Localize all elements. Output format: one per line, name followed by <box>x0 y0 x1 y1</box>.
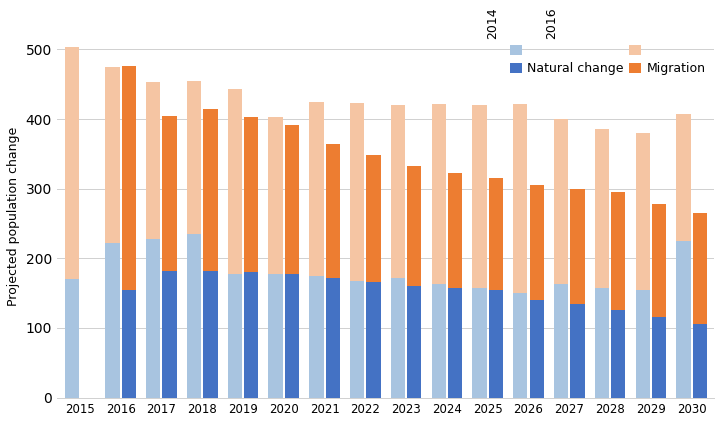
Bar <box>570 189 585 304</box>
Bar <box>554 284 568 398</box>
Bar <box>611 192 625 310</box>
Bar <box>489 290 503 398</box>
Bar <box>635 290 650 398</box>
Bar <box>529 185 544 300</box>
Bar <box>268 274 283 398</box>
Bar <box>611 310 625 398</box>
Bar <box>105 243 120 398</box>
Bar <box>228 89 242 274</box>
Bar <box>407 286 422 398</box>
Bar <box>391 105 405 278</box>
Bar <box>309 276 324 398</box>
Bar <box>489 178 503 290</box>
Bar <box>676 113 691 241</box>
Bar <box>285 274 299 398</box>
Bar <box>366 282 381 398</box>
Y-axis label: Projected population change: Projected population change <box>7 127 20 306</box>
Bar <box>187 81 201 234</box>
Bar <box>366 155 381 282</box>
Bar <box>448 173 462 288</box>
Bar <box>676 241 691 398</box>
Bar <box>162 115 177 271</box>
Bar <box>391 278 405 398</box>
Bar <box>407 166 422 286</box>
Text: 2014: 2014 <box>486 7 499 39</box>
Bar <box>244 117 258 272</box>
Bar <box>122 66 136 290</box>
Bar <box>350 103 364 280</box>
Bar <box>635 133 650 290</box>
Bar <box>285 125 299 274</box>
Bar <box>162 271 177 398</box>
Bar <box>595 129 609 288</box>
Bar <box>513 104 528 293</box>
Legend: , Natural change, , Migration: , Natural change, , Migration <box>508 42 708 78</box>
Bar <box>187 234 201 398</box>
Bar <box>432 284 446 398</box>
Bar <box>146 82 160 239</box>
Bar <box>244 272 258 398</box>
Bar <box>693 213 707 324</box>
Bar <box>203 271 218 398</box>
Bar <box>309 102 324 276</box>
Bar <box>529 300 544 398</box>
Bar <box>326 278 340 398</box>
Bar <box>554 119 568 284</box>
Bar <box>595 288 609 398</box>
Bar <box>65 47 79 279</box>
Bar <box>432 104 446 284</box>
Bar <box>652 204 666 317</box>
Bar <box>570 304 585 398</box>
Bar <box>326 144 340 278</box>
Bar <box>472 105 487 288</box>
Bar <box>203 109 218 271</box>
Bar <box>268 117 283 274</box>
Bar <box>228 274 242 398</box>
Bar <box>693 324 707 398</box>
Bar <box>105 67 120 243</box>
Bar <box>513 293 528 398</box>
Bar <box>122 290 136 398</box>
Bar <box>65 279 79 398</box>
Bar <box>472 288 487 398</box>
Bar <box>350 280 364 398</box>
Bar <box>652 317 666 398</box>
Bar <box>146 239 160 398</box>
Bar <box>448 288 462 398</box>
Text: 2016: 2016 <box>544 7 558 39</box>
